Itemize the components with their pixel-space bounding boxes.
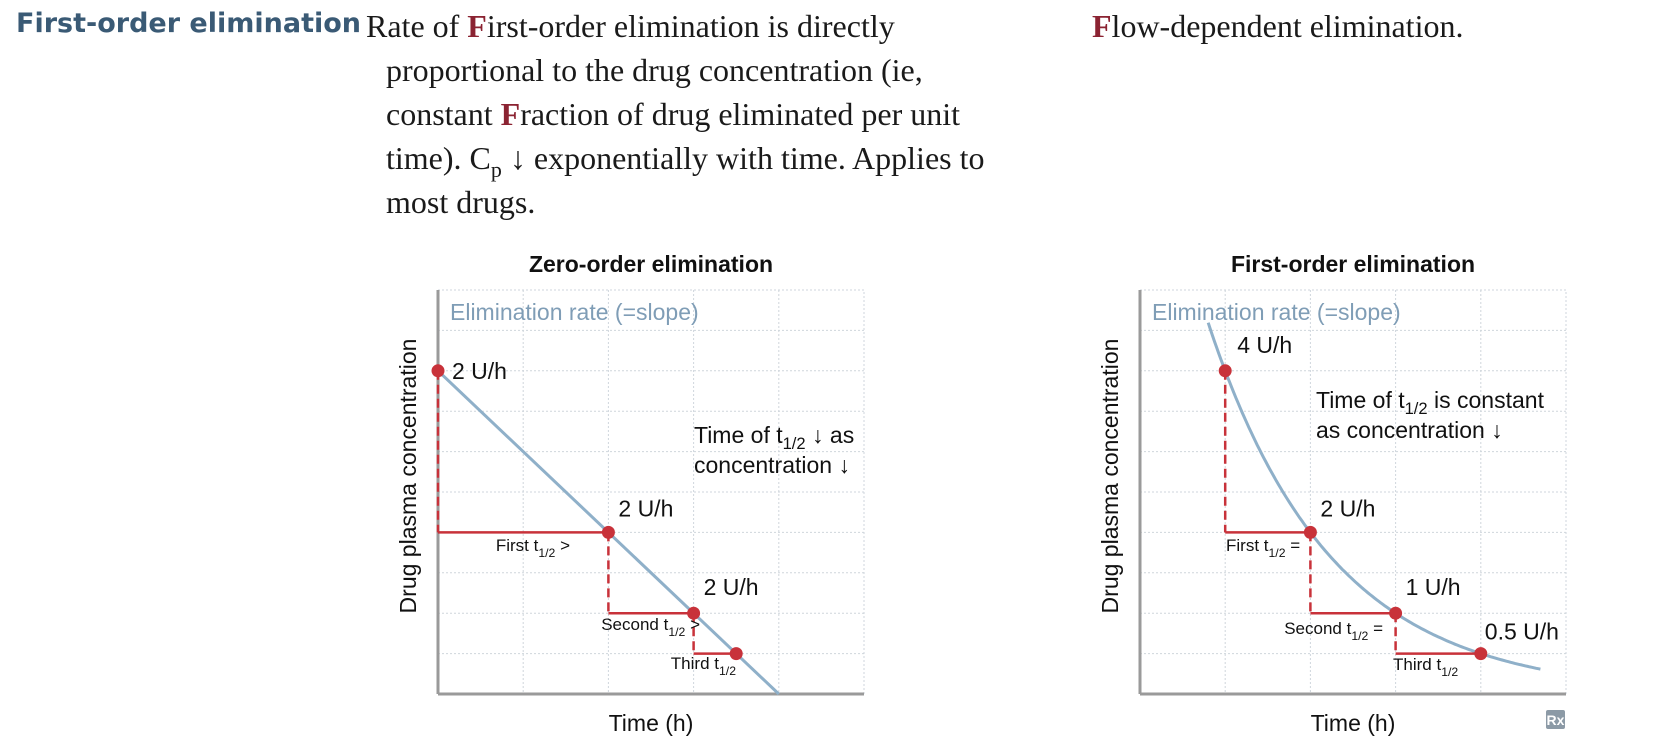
desc-highlight-f-2: F — [500, 96, 521, 132]
rx-logo-icon: Rx — [1546, 710, 1565, 729]
entry-term: First-order elimination — [16, 8, 362, 39]
mnemonic-text: low-dependent elimination. — [1111, 8, 1464, 44]
half-life-label: First t1/2 > — [496, 536, 570, 560]
mnemonic-highlight-f: F — [1092, 8, 1112, 44]
note-line: Time of t1/2 ↓ as — [694, 422, 854, 453]
chart-title: Zero-order elimination — [529, 251, 773, 277]
data-point — [601, 525, 615, 539]
data-point — [431, 364, 445, 378]
half-life-label: Second t1/2 > — [601, 615, 700, 639]
rate-label: 2 U/h — [618, 495, 673, 521]
rx-logo-text: Rx — [1547, 712, 1565, 728]
entry-description: Rate of First-order elimination is direc… — [366, 4, 1036, 224]
y-axis-label: Drug plasma concentration — [395, 339, 421, 614]
rate-label: 2 U/h — [1320, 495, 1375, 521]
data-point — [1474, 647, 1488, 661]
desc-highlight-f-1: F — [467, 8, 487, 44]
desc-text-4: ↓ exponentially with time. Applies to mo… — [386, 140, 985, 220]
half-life-label: First t1/2 = — [1226, 536, 1300, 560]
chart-first-order: First-order elimination Time (h) Drug plas… — [1097, 251, 1567, 736]
slope-annotation: Elimination rate (=slope) — [450, 299, 699, 325]
desc-subscript-p: p — [490, 157, 502, 182]
rate-label: 2 U/h — [452, 358, 507, 384]
x-axis-label: Time (h) — [1311, 710, 1396, 736]
entry-mnemonic: Flow-dependent elimination. — [1092, 4, 1652, 48]
note-line: as concentration ↓ — [1316, 417, 1503, 443]
chart-zero-order: Zero-order elimination Time (h) Drug plasm… — [395, 251, 865, 736]
x-axis-label: Time (h) — [609, 710, 694, 736]
data-point — [1303, 525, 1317, 539]
rate-label: 4 U/h — [1237, 332, 1292, 358]
note-line: Time of t1/2 is constant — [1316, 387, 1545, 418]
slope-annotation: Elimination rate (=slope) — [1152, 299, 1401, 325]
desc-text-1: Rate of — [366, 8, 468, 44]
data-point — [1389, 606, 1403, 620]
half-life-label: Second t1/2 = — [1284, 619, 1383, 643]
y-axis-label: Drug plasma concentration — [1097, 339, 1123, 614]
rate-label: 2 U/h — [704, 574, 759, 600]
data-point — [729, 647, 743, 661]
data-point — [687, 606, 701, 620]
half-life-label: Third t1/2 — [1393, 655, 1458, 679]
chart-title: First-order elimination — [1231, 251, 1475, 277]
rate-label: 0.5 U/h — [1485, 619, 1559, 645]
half-life-label: Third t1/2 — [671, 654, 736, 678]
data-point — [1218, 364, 1232, 378]
rx-logo-box — [1546, 710, 1565, 729]
note-line: concentration ↓ — [694, 452, 850, 478]
rate-label: 1 U/h — [1406, 574, 1461, 600]
desc-text-3: raction of drug eliminated per unit time… — [386, 96, 961, 176]
desc-text-2: irst-order elimination is directly propo… — [386, 8, 923, 132]
